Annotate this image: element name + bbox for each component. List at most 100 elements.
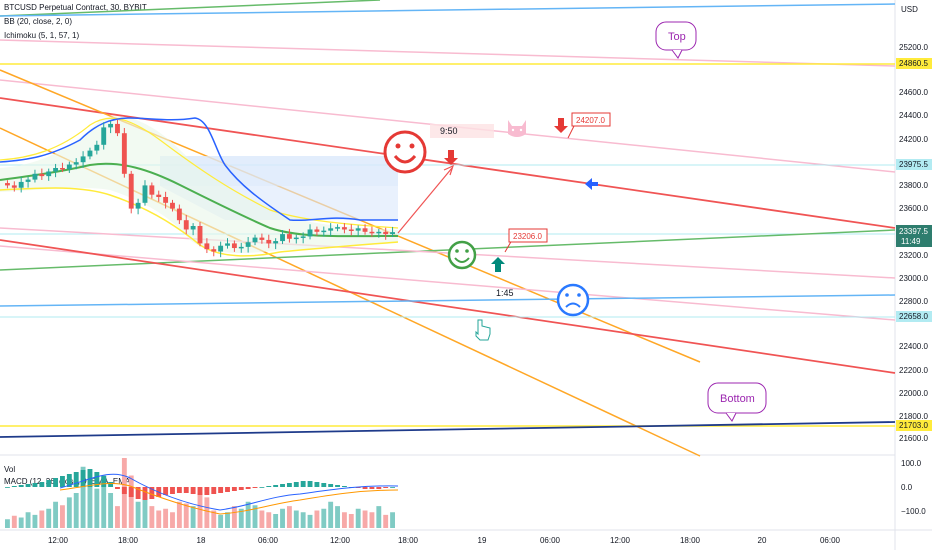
volume-bar[interactable] bbox=[335, 506, 340, 528]
candle-body[interactable] bbox=[115, 123, 120, 134]
candle-body[interactable] bbox=[163, 197, 169, 203]
volume-bar[interactable] bbox=[183, 503, 189, 529]
bb-indicator-label[interactable]: BB (20, close, 2, 0) bbox=[4, 17, 73, 26]
arrow-down-red-icon-2[interactable] bbox=[554, 118, 568, 133]
macd-hist-bar[interactable] bbox=[286, 483, 292, 487]
volume-bar[interactable] bbox=[80, 466, 86, 528]
macd-hist-bar[interactable] bbox=[341, 486, 347, 487]
volume-bar[interactable] bbox=[348, 514, 354, 528]
macd-hist-bar[interactable] bbox=[293, 482, 299, 487]
candle-body[interactable] bbox=[128, 173, 134, 209]
macd-hist-bar[interactable] bbox=[128, 487, 134, 497]
macd-hist-bar[interactable] bbox=[142, 487, 148, 500]
macd-hist-bar[interactable] bbox=[362, 487, 368, 489]
volume-bar[interactable] bbox=[11, 515, 17, 528]
candle-body[interactable] bbox=[156, 194, 162, 197]
volume-bar[interactable] bbox=[135, 501, 141, 528]
volume-bar[interactable] bbox=[341, 512, 347, 528]
candle-body[interactable] bbox=[32, 173, 38, 180]
happy-face-green-icon[interactable] bbox=[447, 240, 477, 270]
macd-hist-bar[interactable] bbox=[238, 487, 244, 490]
target-mid-tag[interactable]: 23206.0 bbox=[504, 228, 548, 253]
volume-bar[interactable] bbox=[32, 514, 38, 528]
volume-bar[interactable] bbox=[39, 510, 45, 529]
volume-bar[interactable] bbox=[115, 506, 120, 528]
macd-hist-bar[interactable] bbox=[60, 476, 65, 487]
price-axis[interactable]: USD 25200.025000.024600.024400.024200.02… bbox=[899, 5, 928, 443]
candle-body[interactable] bbox=[5, 183, 10, 186]
volume-bar[interactable] bbox=[197, 493, 203, 528]
candle-body[interactable] bbox=[335, 227, 340, 229]
candle-body[interactable] bbox=[53, 168, 59, 172]
volume-bar[interactable] bbox=[142, 497, 148, 528]
badge-bottom-level[interactable]: 21703.0 bbox=[896, 420, 932, 431]
volume-bar[interactable] bbox=[25, 512, 31, 528]
candle-body[interactable] bbox=[369, 231, 375, 234]
volume-bars[interactable] bbox=[5, 458, 395, 528]
volume-bar[interactable] bbox=[87, 479, 93, 528]
candle-body[interactable] bbox=[286, 234, 292, 239]
macd-hist-bar[interactable] bbox=[46, 480, 52, 487]
badge-last-price[interactable]: 23397.5 11:49 bbox=[896, 225, 932, 247]
volume-bar[interactable] bbox=[73, 493, 79, 528]
macd-hist-bar[interactable] bbox=[53, 478, 59, 487]
candle-body[interactable] bbox=[25, 179, 31, 182]
volume-bar[interactable] bbox=[211, 510, 217, 529]
candle-body[interactable] bbox=[66, 164, 72, 170]
arrow-down-red-icon[interactable] bbox=[444, 150, 458, 165]
volume-bar[interactable] bbox=[170, 512, 175, 528]
candles[interactable] bbox=[5, 119, 395, 258]
volume-bar[interactable] bbox=[204, 497, 210, 528]
volume-bar[interactable] bbox=[362, 510, 368, 529]
badge-top-level[interactable]: 24860.5 bbox=[896, 58, 932, 69]
projection-line[interactable] bbox=[397, 167, 453, 234]
candle-body[interactable] bbox=[87, 150, 93, 157]
volume-bar[interactable] bbox=[252, 505, 258, 528]
volume-bar[interactable] bbox=[156, 510, 162, 529]
volume-bar[interactable] bbox=[307, 514, 313, 528]
volume-bar[interactable] bbox=[231, 506, 237, 528]
macd-hist-bar[interactable] bbox=[307, 481, 313, 487]
macd-hist-bar[interactable] bbox=[149, 487, 155, 499]
candle-body[interactable] bbox=[348, 229, 354, 231]
candle-body[interactable] bbox=[170, 202, 175, 209]
candle-body[interactable] bbox=[60, 168, 65, 170]
macd-hist-bar[interactable] bbox=[176, 487, 182, 493]
volume-bar[interactable] bbox=[280, 508, 285, 528]
volume-bar[interactable] bbox=[321, 508, 327, 528]
volume-bar[interactable] bbox=[300, 512, 306, 528]
macd-hist-bar[interactable] bbox=[252, 487, 258, 488]
candle-body[interactable] bbox=[218, 245, 224, 252]
candle-body[interactable] bbox=[307, 229, 313, 237]
bottom-callout[interactable]: Bottom bbox=[707, 382, 767, 422]
macd-hist-bar[interactable] bbox=[25, 484, 31, 487]
macd-hist-bar[interactable] bbox=[245, 487, 251, 489]
macd-hist-bar[interactable] bbox=[73, 472, 79, 487]
volume-bar[interactable] bbox=[286, 506, 292, 528]
candle-body[interactable] bbox=[273, 241, 279, 244]
macd-hist-bar[interactable] bbox=[108, 482, 114, 487]
candle-body[interactable] bbox=[355, 228, 361, 231]
macd-hist-bar[interactable] bbox=[204, 487, 210, 495]
macd-hist-bar[interactable] bbox=[369, 487, 375, 489]
volume-bar[interactable] bbox=[163, 508, 169, 528]
volume-bar[interactable] bbox=[328, 501, 334, 528]
candle-body[interactable] bbox=[46, 171, 52, 177]
volume-indicator-label[interactable]: Vol bbox=[4, 465, 16, 474]
candle-body[interactable] bbox=[245, 242, 251, 247]
candle-body[interactable] bbox=[266, 239, 272, 244]
volume-bar[interactable] bbox=[238, 508, 244, 528]
volume-bar[interactable] bbox=[293, 510, 299, 529]
macd-hist-bar[interactable] bbox=[273, 485, 279, 487]
candle-body[interactable] bbox=[108, 123, 114, 128]
macd-hist-bar[interactable] bbox=[18, 485, 24, 487]
volume-bar[interactable] bbox=[66, 497, 72, 528]
arrow-left-blue-icon[interactable] bbox=[585, 178, 598, 190]
candle-body[interactable] bbox=[135, 202, 141, 209]
ichimoku-indicator-label[interactable]: Ichimoku (5, 1, 57, 1) bbox=[4, 31, 80, 40]
candle-body[interactable] bbox=[94, 144, 100, 151]
time-axis[interactable]: 12:00 18:00 18 06:00 12:00 18:00 19 06:00 12:00 1… bbox=[48, 536, 841, 545]
volume-bar[interactable] bbox=[176, 501, 182, 528]
candle-body[interactable] bbox=[314, 229, 320, 232]
